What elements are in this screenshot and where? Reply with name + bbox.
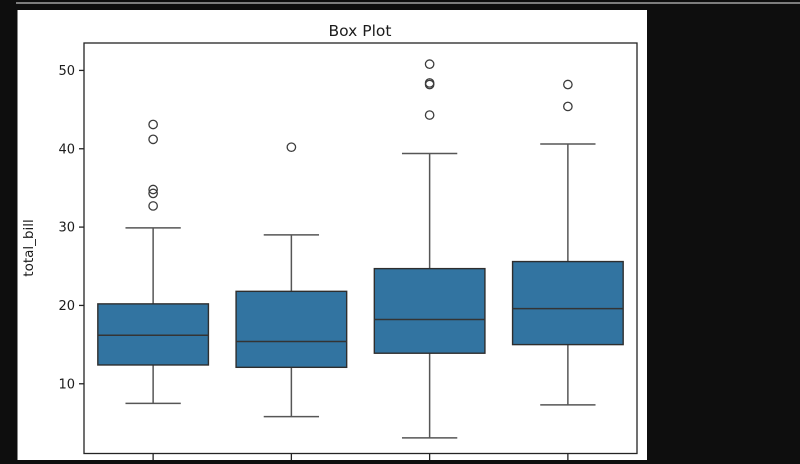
- y-tick-label: 30: [58, 221, 75, 236]
- outlier-point: [424, 110, 435, 120]
- axes-frame: [83, 42, 638, 455]
- figure-background: [17, 10, 647, 460]
- outlier-point: [148, 201, 158, 211]
- y-tick-label: 10: [58, 377, 75, 392]
- iqr-box: [373, 267, 486, 354]
- y-tick-label: 40: [58, 142, 75, 157]
- y-tick-label: 50: [58, 64, 75, 79]
- outlier-point: [424, 78, 435, 88]
- outlier-point: [563, 101, 573, 112]
- iqr-box: [511, 260, 624, 346]
- outlier-point: [424, 59, 435, 70]
- iqr-box: [97, 303, 210, 366]
- outlier-point: [148, 184, 158, 195]
- outlier-point: [286, 142, 297, 153]
- plot-area: 10 20 30 40 50: [58, 59, 624, 460]
- y-tick-label: 20: [58, 299, 75, 314]
- outlier-point: [148, 134, 158, 145]
- chart-title: Box Plot: [329, 22, 392, 40]
- outlier-point: [563, 79, 573, 90]
- outlier-point: [148, 119, 158, 130]
- y-axis-label: total_bill: [21, 219, 37, 276]
- iqr-box: [235, 290, 348, 369]
- outlier-point: [148, 188, 158, 199]
